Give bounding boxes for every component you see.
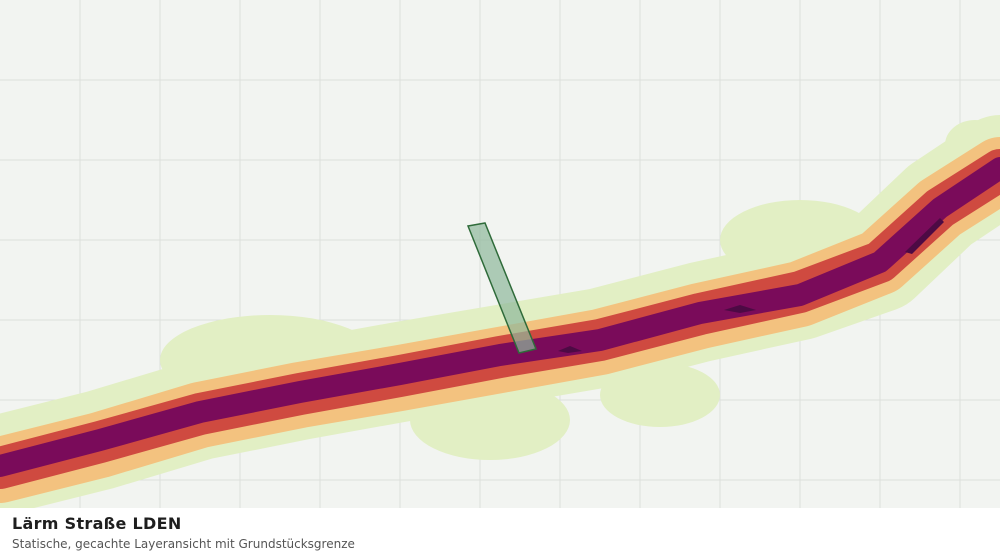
noise-zone-max xyxy=(558,218,944,353)
noise-zones xyxy=(0,137,1000,503)
parcel-boundary[interactable] xyxy=(466,222,538,354)
noise-zone-very-high xyxy=(0,157,1000,477)
caption: Lärm Straße LDEN Statische, gecachte Lay… xyxy=(0,508,1000,560)
layer-subtitle: Statische, gecachte Layeransicht mit Gru… xyxy=(12,537,355,551)
layer-title: Lärm Straße LDEN xyxy=(12,514,182,533)
map xyxy=(0,0,1000,508)
